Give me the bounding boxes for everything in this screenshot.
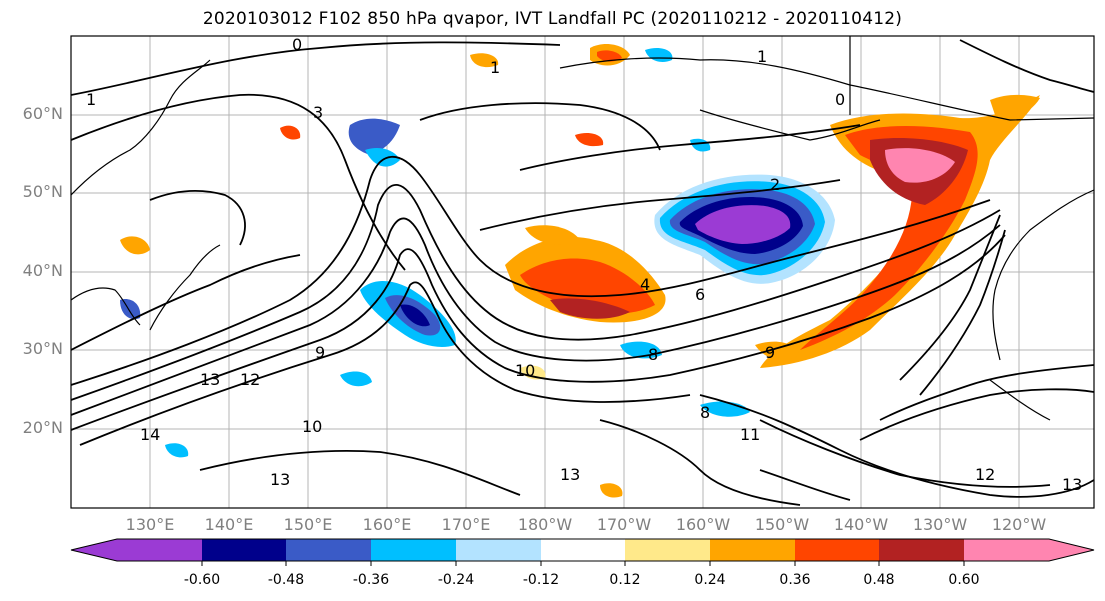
lon-label-150w: 150°W xyxy=(754,515,810,534)
colorbar-bin xyxy=(202,539,286,561)
colorbar-label: -0.48 xyxy=(267,572,305,588)
colorbar-label: 0.60 xyxy=(948,572,980,588)
contour-label: 0 xyxy=(292,35,302,54)
colorbar-outline xyxy=(70,538,1095,562)
colorbar-bin xyxy=(964,539,1049,561)
contour-label: 1 xyxy=(86,90,96,109)
lon-label-170w: 170°W xyxy=(596,515,652,534)
contour-label: 0 xyxy=(835,90,845,109)
contour-label: 12 xyxy=(975,465,995,484)
contour-label: 10 xyxy=(515,361,535,380)
lon-label-160e: 160°E xyxy=(362,515,412,534)
contour-label: 13 xyxy=(200,370,220,389)
colorbar-bin xyxy=(117,539,202,561)
contour-label: 13 xyxy=(270,470,290,489)
colorbar-bin xyxy=(371,539,456,561)
lon-label-170e: 170°E xyxy=(441,515,491,534)
contour-label: 8 xyxy=(700,403,710,422)
lon-label-130w: 130°W xyxy=(912,515,968,534)
lon-label-140e: 140°E xyxy=(204,515,254,534)
contour-label: 14 xyxy=(140,425,160,444)
contour-label: 9 xyxy=(765,343,775,362)
contour-label: 1 xyxy=(490,58,500,77)
anomaly-shading xyxy=(120,44,1040,498)
map-frame xyxy=(70,35,1095,509)
colorbar-label: -0.24 xyxy=(437,572,475,588)
colorbar-ticks xyxy=(201,561,965,566)
colorbar-label: 0.36 xyxy=(779,572,811,588)
lon-label-150e: 150°E xyxy=(283,515,333,534)
lat-label-60n: 60°N xyxy=(22,104,63,123)
colorbar-bin xyxy=(456,539,541,561)
contour-label: 4 xyxy=(640,275,650,294)
colorbar-bin xyxy=(286,539,371,561)
contour-label: 10 xyxy=(302,417,322,436)
contour-label: 8 xyxy=(648,345,658,364)
colorbar-bin xyxy=(541,539,625,561)
contour-label: 1 xyxy=(757,47,767,66)
contour-label: 2 xyxy=(770,175,780,194)
colorbar-label: 0.12 xyxy=(609,572,641,588)
contour-label: 6 xyxy=(695,285,705,304)
map-title: 2020103012 F102 850 hPa qvapor, IVT Land… xyxy=(202,9,903,29)
lat-label-50n: 50°N xyxy=(22,182,63,201)
contour-label: 12 xyxy=(240,370,260,389)
colorbar-label: -0.12 xyxy=(522,572,560,588)
humidity-contours xyxy=(71,39,1094,506)
lon-label-120w: 120°W xyxy=(991,515,1047,534)
colorbar-bin xyxy=(879,539,964,561)
lon-label-130e: 130°E xyxy=(125,515,175,534)
colorbar xyxy=(70,538,1095,566)
contour-label: 9 xyxy=(315,343,325,362)
lon-label-140w: 140°W xyxy=(833,515,889,534)
coastlines xyxy=(71,36,1094,421)
colorbar-bin xyxy=(710,539,795,561)
colorbar-label: -0.60 xyxy=(183,572,221,588)
lon-label-180w: 180°W xyxy=(517,515,573,534)
lat-label-30n: 30°N xyxy=(22,339,63,358)
colorbar-bin xyxy=(795,539,879,561)
colorbar-bin xyxy=(625,539,710,561)
lat-label-40n: 40°N xyxy=(22,261,63,280)
contour-label: 13 xyxy=(560,465,580,484)
contour-label: 3 xyxy=(313,103,323,122)
colorbar-extend-high xyxy=(1049,539,1094,561)
colorbar-label: 0.24 xyxy=(694,572,726,588)
contour-label: 13 xyxy=(1062,475,1082,494)
contour-labels: 0 1 1 0 1 2 3 4 6 8 8 9 9 10 10 12 13 13… xyxy=(86,35,1082,494)
colorbar-label: 0.48 xyxy=(863,572,895,588)
lat-label-20n: 20°N xyxy=(22,418,63,437)
contour-label: 11 xyxy=(740,425,760,444)
map-content xyxy=(71,36,1094,508)
colorbar-extend-low xyxy=(71,539,117,561)
lon-label-160w: 160°W xyxy=(675,515,731,534)
colorbar-label: -0.36 xyxy=(352,572,390,588)
